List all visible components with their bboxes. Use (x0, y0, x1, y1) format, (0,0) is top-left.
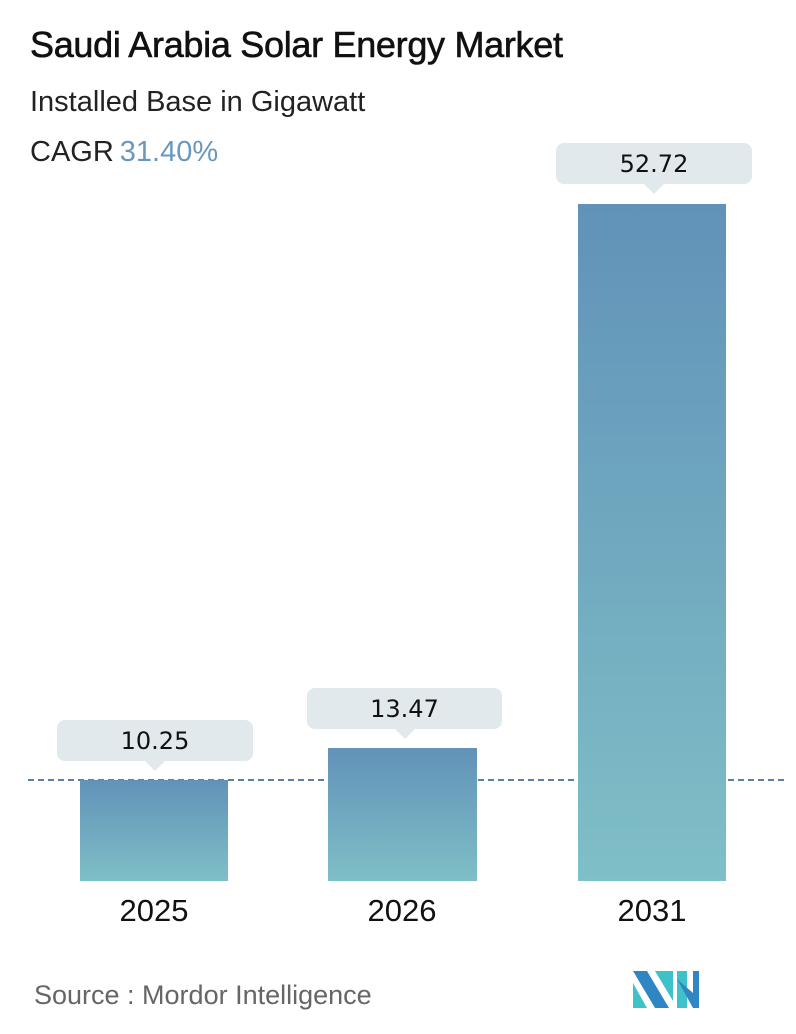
chart-subtitle: Installed Base in Gigawatt (30, 86, 366, 118)
value-label-2026: 13.47 (307, 688, 502, 739)
cagr-label: CAGR (30, 136, 114, 168)
cagr-value: 31.40% (119, 136, 219, 168)
bar-2026 (328, 748, 477, 881)
bar-2025 (80, 780, 228, 881)
source-caption: Source : Mordor Intelligence (34, 980, 372, 1010)
cagr-annotation: CAGR 31.40% (30, 136, 218, 169)
x-axis-label-2031: 2031 (617, 893, 687, 928)
mordor-intelligence-logo-icon (633, 971, 699, 1008)
x-axis-label-2026: 2026 (367, 893, 437, 928)
bar-2031 (578, 204, 726, 881)
chart-title: Saudi Arabia Solar Energy Market (30, 24, 564, 66)
value-label-2031: 52.72 (556, 143, 752, 194)
value-label-2025: 10.25 (57, 720, 253, 771)
x-axis-label-2025: 2025 (119, 893, 189, 928)
